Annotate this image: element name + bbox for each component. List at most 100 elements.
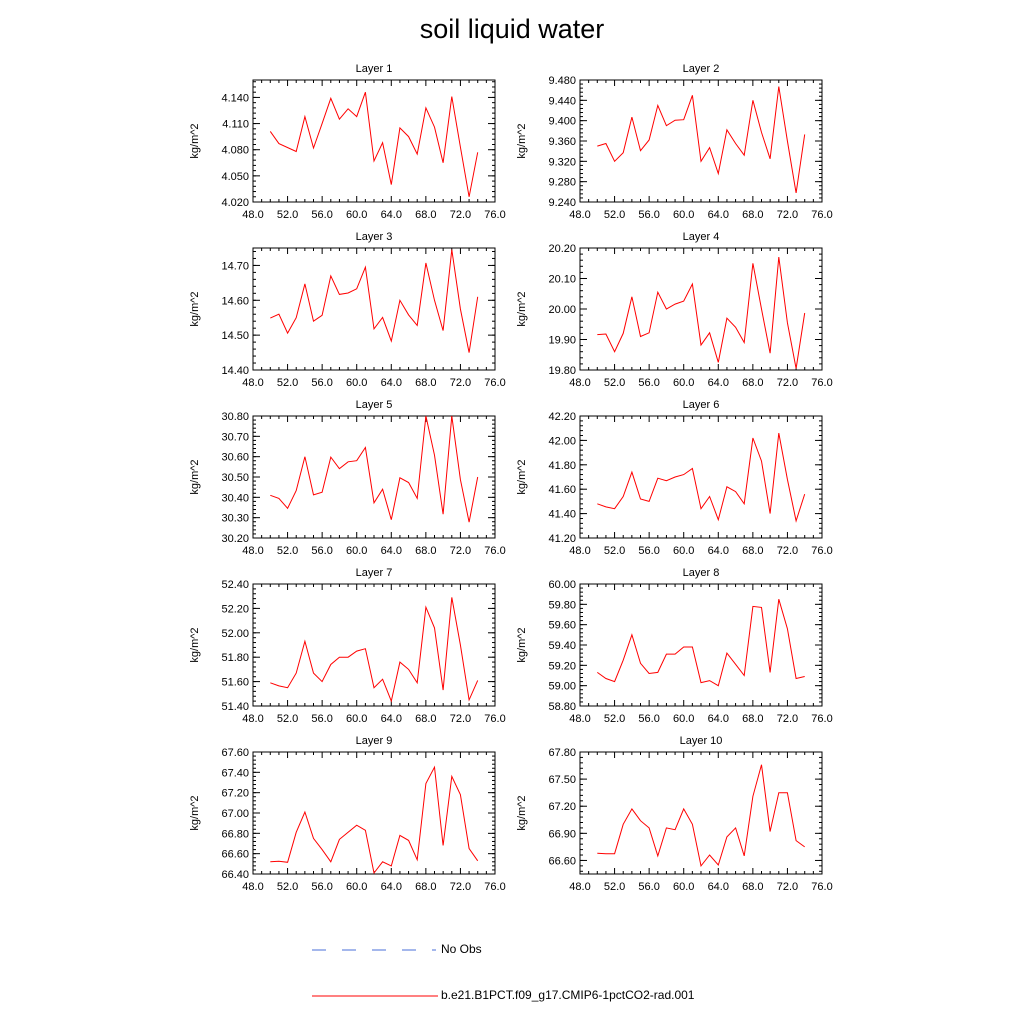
x-tick-label: 60.0 — [346, 545, 367, 557]
x-tick-label: 64.0 — [381, 713, 402, 725]
panel-layer-3: Layer 3 kg/m^2 48.0 52.0 56.0 60.0 64.0 68.0 72.… — [189, 231, 506, 389]
y-axis-label: kg/m^2 — [516, 291, 528, 326]
x-tick-label: 76.0 — [811, 545, 832, 557]
y-tick-label: 67.80 — [548, 747, 576, 759]
series-line — [270, 597, 479, 703]
x-tick-label: 68.0 — [415, 713, 436, 725]
x-tick-label: 56.0 — [638, 545, 659, 557]
panel-layer-2: Layer 2 kg/m^2 48.0 52.0 56.0 60.0 64.0 68.0 72.… — [516, 63, 833, 221]
y-tick-label: 9.240 — [548, 197, 576, 209]
x-tick-label: 72.0 — [777, 713, 798, 725]
x-tick-label: 48.0 — [569, 209, 590, 221]
x-tick-label: 68.0 — [742, 881, 763, 893]
y-tick-label: 51.80 — [221, 652, 249, 664]
y-tick-label: 9.400 — [548, 116, 576, 128]
y-tick-label: 67.20 — [548, 801, 576, 813]
y-tick-label: 4.020 — [221, 197, 249, 209]
y-tick-label: 4.080 — [221, 145, 249, 157]
x-tick-label: 56.0 — [311, 545, 332, 557]
y-tick-label: 41.40 — [548, 509, 576, 521]
series-line — [597, 257, 806, 369]
y-tick-label: 9.320 — [548, 156, 576, 168]
panel-title: Layer 2 — [683, 63, 720, 75]
x-tick-label: 76.0 — [811, 713, 832, 725]
x-tick-label: 52.0 — [604, 209, 625, 221]
plot-frame — [579, 583, 823, 707]
y-tick-label: 9.360 — [548, 136, 576, 148]
plot-frame — [252, 247, 496, 371]
y-tick-label: 60.00 — [548, 579, 576, 591]
plot-frame — [579, 415, 823, 539]
y-tick-label: 67.50 — [548, 774, 576, 786]
y-tick-label: 41.60 — [548, 484, 576, 496]
series-line — [597, 599, 805, 687]
legend-obs-swatch — [312, 949, 436, 951]
y-tick-label: 52.40 — [221, 579, 249, 591]
x-tick-label: 60.0 — [346, 713, 367, 725]
x-tick-label: 72.0 — [777, 377, 798, 389]
legend-obs-label: No Obs — [441, 942, 482, 956]
y-axis-label: kg/m^2 — [516, 459, 528, 494]
x-tick-label: 72.0 — [450, 545, 471, 557]
series-line — [597, 86, 806, 193]
series-line — [270, 415, 479, 523]
y-tick-label: 30.30 — [221, 513, 249, 525]
x-tick-label: 60.0 — [346, 209, 367, 221]
x-tick-label: 72.0 — [450, 713, 471, 725]
x-tick-label: 68.0 — [742, 209, 763, 221]
x-tick-label: 64.0 — [381, 209, 402, 221]
y-tick-label: 30.80 — [221, 411, 249, 423]
x-tick-label: 48.0 — [242, 377, 263, 389]
y-tick-label: 9.480 — [548, 75, 576, 87]
legend-model-swatch — [312, 995, 438, 997]
y-tick-label: 67.20 — [221, 788, 249, 800]
x-tick-label: 48.0 — [242, 545, 263, 557]
x-tick-label: 60.0 — [346, 881, 367, 893]
x-tick-label: 64.0 — [381, 545, 402, 557]
x-tick-label: 64.0 — [381, 377, 402, 389]
y-tick-label: 66.60 — [221, 849, 249, 861]
series-line — [270, 765, 479, 875]
x-tick-label: 76.0 — [811, 881, 832, 893]
y-axis-label: kg/m^2 — [516, 123, 528, 158]
legend-model-label: b.e21.B1PCT.f09_g17.CMIP6-1pctCO2-rad.00… — [441, 988, 695, 1002]
x-tick-label: 64.0 — [708, 713, 729, 725]
x-tick-label: 76.0 — [484, 209, 505, 221]
panel-layer-8: Layer 8 kg/m^2 48.0 52.0 56.0 60.0 64.0 68.0 72.… — [516, 567, 833, 725]
y-tick-label: 59.20 — [548, 660, 576, 672]
legend-model: b.e21.B1PCT.f09_g17.CMIP6-1pctCO2-rad.00… — [0, 986, 1024, 1006]
y-tick-label: 66.80 — [221, 828, 249, 840]
y-tick-label: 14.70 — [221, 260, 249, 272]
x-tick-label: 76.0 — [484, 713, 505, 725]
x-tick-label: 48.0 — [242, 209, 263, 221]
y-tick-label: 42.20 — [548, 411, 576, 423]
panel-layer-6: Layer 6 kg/m^2 48.0 52.0 56.0 60.0 64.0 68.0 72.… — [516, 399, 833, 557]
x-tick-label: 64.0 — [381, 881, 402, 893]
y-tick-label: 66.90 — [548, 828, 576, 840]
y-axis-label: kg/m^2 — [189, 459, 201, 494]
panel-title: Layer 7 — [356, 567, 393, 579]
x-tick-label: 56.0 — [311, 713, 332, 725]
plot-frame — [579, 79, 823, 203]
y-tick-label: 66.60 — [548, 855, 576, 867]
y-tick-label: 67.00 — [221, 808, 249, 820]
y-axis-label: kg/m^2 — [189, 123, 201, 158]
legend-obs: No Obs — [0, 940, 1024, 960]
x-tick-label: 72.0 — [777, 209, 798, 221]
y-tick-label: 66.40 — [221, 869, 249, 881]
y-tick-label: 30.20 — [221, 533, 249, 545]
x-tick-label: 60.0 — [673, 713, 694, 725]
y-tick-label: 51.60 — [221, 677, 249, 689]
x-tick-label: 56.0 — [638, 209, 659, 221]
y-axis-label: kg/m^2 — [189, 627, 201, 662]
x-tick-label: 56.0 — [311, 881, 332, 893]
x-tick-label: 52.0 — [604, 545, 625, 557]
y-tick-label: 41.20 — [548, 533, 576, 545]
x-tick-label: 64.0 — [708, 545, 729, 557]
x-tick-label: 48.0 — [569, 545, 590, 557]
x-tick-label: 52.0 — [277, 881, 298, 893]
panel-title: Layer 6 — [683, 399, 720, 411]
panel-layer-4: Layer 4 kg/m^2 48.0 52.0 56.0 60.0 64.0 68.0 72.… — [516, 231, 833, 389]
y-tick-label: 9.440 — [548, 95, 576, 107]
x-tick-label: 68.0 — [742, 713, 763, 725]
